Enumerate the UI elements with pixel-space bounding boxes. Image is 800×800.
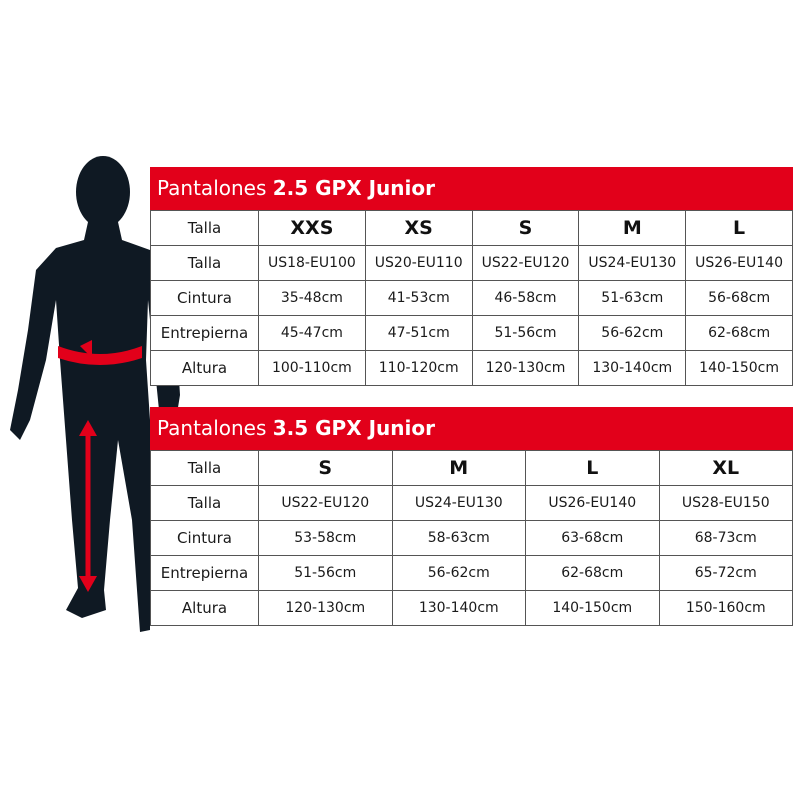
table-cell: 51-63cm xyxy=(578,280,687,316)
table-cell: 65-72cm xyxy=(658,555,793,591)
row-label: Cintura xyxy=(150,280,259,316)
table-row: Entrepierna 45-47cm 47-51cm 51-56cm 56-62cm 6… xyxy=(150,315,793,351)
table-cell: 35-48cm xyxy=(258,280,366,316)
size-header-cell: S xyxy=(471,210,580,246)
table-cell: US26-EU140 xyxy=(685,245,793,281)
size-table-3-5-gpx-junior: Pantalones 3.5 GPX Junior Talla S M L XL Tall… xyxy=(150,407,793,626)
size-header-cell: XL xyxy=(658,450,793,486)
table-cell: 56-62cm xyxy=(578,315,687,351)
row-label: Talla xyxy=(150,210,259,246)
table-cell: 120-130cm xyxy=(471,350,580,386)
table-cell: 140-150cm xyxy=(525,590,660,626)
row-label: Cintura xyxy=(150,520,259,556)
size-table: Talla XXS XS S M L Talla US18-EU100 US20-EU110 US… xyxy=(150,210,793,386)
row-label: Entrepierna xyxy=(150,315,259,351)
table-cell: 58-63cm xyxy=(391,520,526,556)
table-title: Pantalones 2.5 GPX Junior xyxy=(150,167,793,210)
table-row: Altura 120-130cm 130-140cm 140-150cm 150-160… xyxy=(150,590,793,626)
table-title: Pantalones 3.5 GPX Junior xyxy=(150,407,793,450)
silhouette-icon xyxy=(10,156,180,632)
table-cell: 63-68cm xyxy=(525,520,660,556)
table-row: Altura 100-110cm 110-120cm 120-130cm 130-140… xyxy=(150,350,793,386)
size-header-cell: M xyxy=(578,210,687,246)
size-header-cell: XS xyxy=(364,210,473,246)
table-cell: 130-140cm xyxy=(578,350,687,386)
table-row: Talla US22-EU120 US24-EU130 US26-EU140 US28-… xyxy=(150,485,793,521)
title-prefix: Pantalones xyxy=(157,176,267,200)
table-cell: US22-EU120 xyxy=(258,485,393,521)
row-label: Talla xyxy=(150,485,259,521)
table-cell: 46-58cm xyxy=(471,280,580,316)
table-cell: 41-53cm xyxy=(364,280,473,316)
inseam-measure-icon xyxy=(79,420,97,592)
table-row: Cintura 53-58cm 58-63cm 63-68cm 68-73cm xyxy=(150,520,793,556)
table-cell: 53-58cm xyxy=(258,520,393,556)
size-header-cell: L xyxy=(525,450,660,486)
table-cell: US18-EU100 xyxy=(258,245,366,281)
table-cell: 140-150cm xyxy=(685,350,793,386)
row-label: Talla xyxy=(150,245,259,281)
size-table: Talla S M L XL Talla US22-EU120 US24-EU130 US26-… xyxy=(150,450,793,626)
table-row: Cintura 35-48cm 41-53cm 46-58cm 51-63cm 56-68… xyxy=(150,280,793,316)
table-cell: 56-62cm xyxy=(391,555,526,591)
table-row: Talla S M L XL xyxy=(150,450,793,486)
row-label: Altura xyxy=(150,590,259,626)
size-header-cell: S xyxy=(258,450,393,486)
table-cell: US22-EU120 xyxy=(471,245,580,281)
size-header-cell: M xyxy=(391,450,526,486)
title-model: 2.5 GPX Junior xyxy=(272,176,435,200)
table-cell: 150-160cm xyxy=(658,590,793,626)
title-prefix: Pantalones xyxy=(157,416,267,440)
table-cell: US26-EU140 xyxy=(525,485,660,521)
size-header-cell: L xyxy=(685,210,793,246)
table-cell: 56-68cm xyxy=(685,280,793,316)
table-cell: 68-73cm xyxy=(658,520,793,556)
table-cell: 51-56cm xyxy=(258,555,393,591)
table-row: Entrepierna 51-56cm 56-62cm 62-68cm 65-72cm xyxy=(150,555,793,591)
size-header-cell: XXS xyxy=(258,210,366,246)
table-cell: 130-140cm xyxy=(391,590,526,626)
table-cell: 51-56cm xyxy=(471,315,580,351)
table-cell: 47-51cm xyxy=(364,315,473,351)
table-cell: 120-130cm xyxy=(258,590,393,626)
row-label: Talla xyxy=(150,450,259,486)
table-cell: 45-47cm xyxy=(258,315,366,351)
table-cell: US20-EU110 xyxy=(364,245,473,281)
table-cell: 110-120cm xyxy=(364,350,473,386)
table-cell: 100-110cm xyxy=(258,350,366,386)
table-row: Talla XXS XS S M L xyxy=(150,210,793,246)
table-cell: 62-68cm xyxy=(525,555,660,591)
table-cell: 62-68cm xyxy=(685,315,793,351)
table-cell: US28-EU150 xyxy=(658,485,793,521)
row-label: Altura xyxy=(150,350,259,386)
row-label: Entrepierna xyxy=(150,555,259,591)
table-row: Talla US18-EU100 US20-EU110 US22-EU120 US24-… xyxy=(150,245,793,281)
waist-measure-icon xyxy=(58,340,142,365)
title-model: 3.5 GPX Junior xyxy=(272,416,435,440)
size-table-2-5-gpx-junior: Pantalones 2.5 GPX Junior Talla XXS XS S M L T… xyxy=(150,167,793,386)
table-cell: US24-EU130 xyxy=(391,485,526,521)
table-cell: US24-EU130 xyxy=(578,245,687,281)
